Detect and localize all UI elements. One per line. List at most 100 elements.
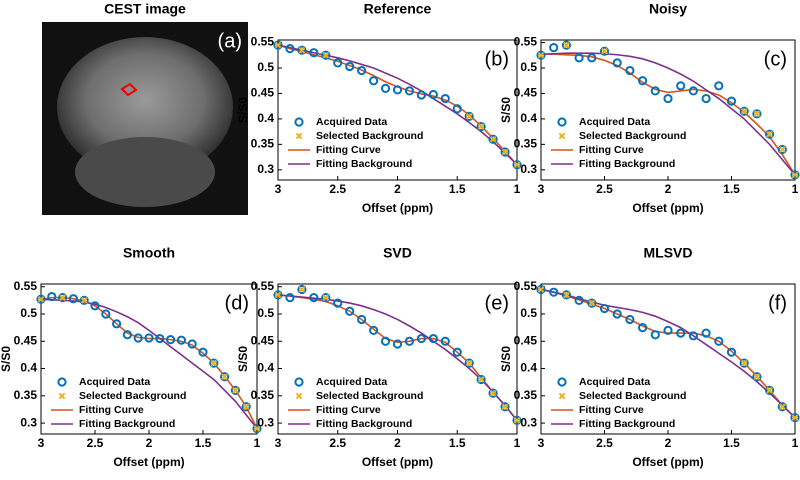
data-point <box>688 331 699 341</box>
background-point <box>753 110 761 118</box>
data-point <box>79 295 89 305</box>
legend-label: Fitting Curve <box>579 144 644 156</box>
legend-item: Fitting Background <box>551 418 675 430</box>
y-tick-label: 0.35 <box>251 137 275 151</box>
legend-label: Acquired Data <box>579 376 650 388</box>
data-point <box>416 90 426 100</box>
legend-label: Selected Background <box>579 390 686 402</box>
data-point <box>428 89 438 100</box>
x-axis-label: Offset (ppm) <box>113 455 184 469</box>
legend-swatch <box>558 392 566 400</box>
data-point <box>187 339 197 349</box>
background-point <box>537 286 545 293</box>
legend-item: Fitting Background <box>288 158 412 170</box>
data-point <box>333 298 343 308</box>
data-point <box>297 45 307 55</box>
data-point <box>500 402 510 412</box>
legend-label: Fitting Curve <box>316 404 381 416</box>
data-point <box>380 336 391 346</box>
data-point <box>416 333 426 344</box>
x-tick-label: 1.5 <box>723 182 740 196</box>
panel-label: (d) <box>225 292 249 314</box>
legend-swatch <box>295 392 303 400</box>
x-tick-label: 1 <box>514 436 521 450</box>
data-point <box>625 314 635 325</box>
background-point <box>501 148 509 156</box>
background-point <box>766 387 773 394</box>
y-axis-label: S/S0 <box>499 346 513 372</box>
data-point <box>155 333 165 344</box>
x-tick-label: 2.5 <box>87 436 104 450</box>
panel-label: (a) <box>218 30 242 52</box>
legend-swatch <box>294 377 304 387</box>
y-axis-label: S/S0 <box>236 346 250 372</box>
data-point <box>321 50 331 60</box>
data-point <box>488 388 498 398</box>
data-point <box>476 121 486 132</box>
data-point <box>58 293 68 303</box>
background-point <box>563 291 570 299</box>
background-point <box>298 286 306 293</box>
background-point <box>537 51 545 59</box>
x-tick-label: 3 <box>275 436 282 450</box>
data-point <box>701 93 711 104</box>
data-point <box>587 53 597 63</box>
background-point <box>322 294 330 301</box>
data-point <box>252 423 262 434</box>
data-point <box>488 134 498 144</box>
background-point <box>563 41 570 49</box>
chart-title: Smooth <box>123 245 175 261</box>
background-point <box>210 359 218 367</box>
y-tick-label: 0.45 <box>514 333 538 347</box>
y-tick-label: 0.55 <box>514 35 538 49</box>
background-point <box>274 291 282 299</box>
data-point <box>122 330 133 340</box>
x-tick-label: 3 <box>38 436 45 450</box>
legend-item: Fitting Background <box>288 418 412 430</box>
y-tick-label: 0.4 <box>20 361 37 375</box>
y-axis-label: S/S0 <box>236 97 250 123</box>
data-point <box>536 284 546 295</box>
legend-swatch <box>295 132 303 140</box>
y-tick-label: 0.35 <box>514 137 538 151</box>
y-tick-label: 0.35 <box>514 388 538 402</box>
data-point <box>739 358 749 368</box>
chart-title: MLSVD <box>644 245 693 261</box>
legend-item: Fitting Curve <box>288 404 381 416</box>
data-point <box>345 61 355 72</box>
data-point <box>273 290 283 300</box>
y-tick-label: 0.45 <box>14 333 38 347</box>
background-point <box>80 297 88 304</box>
background-point <box>489 389 497 397</box>
legend-label: Fitting Curve <box>316 144 381 156</box>
background-point <box>489 135 497 143</box>
data-point <box>476 374 486 385</box>
data-point <box>500 147 510 157</box>
y-tick-label: 0.45 <box>514 86 538 100</box>
data-point <box>357 65 367 76</box>
x-tick-label: 1.5 <box>195 436 212 450</box>
y-tick-label: 0.5 <box>520 306 537 320</box>
roi-marker <box>120 82 138 97</box>
plot-area <box>277 283 518 435</box>
y-axis-label: S/S0 <box>0 346 13 372</box>
data-point <box>369 325 379 335</box>
data-point <box>166 335 176 345</box>
background-point <box>513 417 521 424</box>
y-tick-label: 0.4 <box>257 111 274 125</box>
data-point <box>676 328 686 338</box>
background-point <box>588 299 596 307</box>
legend-item: Acquired Data <box>294 376 387 388</box>
legend-swatch <box>57 377 67 387</box>
data-point <box>701 328 711 338</box>
data-point <box>638 76 648 86</box>
background-point <box>778 403 786 411</box>
y-tick-label: 0.3 <box>257 415 274 429</box>
data-point <box>612 309 622 319</box>
legend-label: Fitting Background <box>579 418 675 430</box>
data-point <box>452 104 462 114</box>
x-tick-label: 2.5 <box>596 182 613 196</box>
data-point <box>777 402 787 412</box>
x-tick-label: 1.5 <box>449 436 466 450</box>
data-point <box>663 325 673 335</box>
